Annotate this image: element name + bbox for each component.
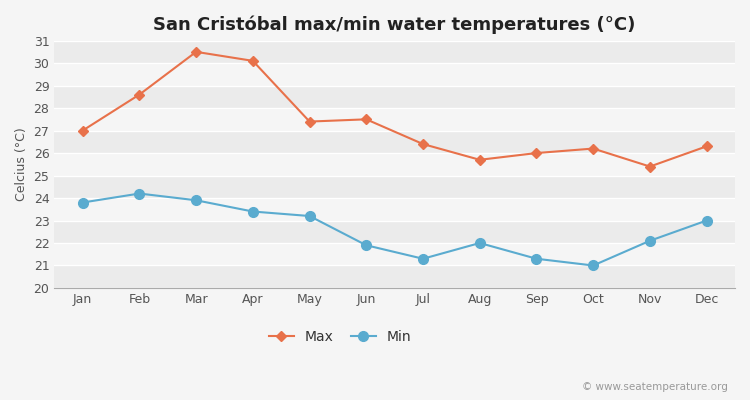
Line: Max: Max <box>80 48 710 170</box>
Min <box>476 241 484 246</box>
Min <box>589 263 598 268</box>
Bar <box>54 63 735 86</box>
Min <box>78 200 87 205</box>
Min <box>419 256 428 261</box>
Max <box>135 92 144 97</box>
Bar <box>54 86 735 108</box>
Min <box>248 209 257 214</box>
Text: © www.seatemperature.org: © www.seatemperature.org <box>582 382 728 392</box>
Max <box>248 58 257 63</box>
Title: San Cristóbal max/min water temperatures (°C): San Cristóbal max/min water temperatures… <box>154 15 636 34</box>
Max <box>532 151 541 156</box>
Max <box>78 128 87 133</box>
Line: Min: Min <box>78 189 712 270</box>
Bar <box>54 153 735 176</box>
Min <box>362 243 370 248</box>
Bar <box>54 198 735 220</box>
Min <box>646 238 655 243</box>
Bar <box>54 176 735 198</box>
Max <box>419 142 428 146</box>
Max <box>589 146 598 151</box>
Bar <box>54 130 735 153</box>
Max <box>702 144 711 149</box>
Bar <box>54 41 735 63</box>
Min <box>305 214 314 218</box>
Bar <box>54 220 735 243</box>
Max <box>646 164 655 169</box>
Max <box>362 117 370 122</box>
Min <box>191 198 200 203</box>
Bar <box>54 108 735 130</box>
Legend: Max, Min: Max, Min <box>263 325 417 350</box>
Min <box>702 218 711 223</box>
Min <box>532 256 541 261</box>
Bar <box>54 243 735 266</box>
Max <box>476 158 484 162</box>
Bar <box>54 266 735 288</box>
Min <box>135 191 144 196</box>
Max <box>305 119 314 124</box>
Max <box>191 50 200 54</box>
Y-axis label: Celcius (°C): Celcius (°C) <box>15 128 28 201</box>
